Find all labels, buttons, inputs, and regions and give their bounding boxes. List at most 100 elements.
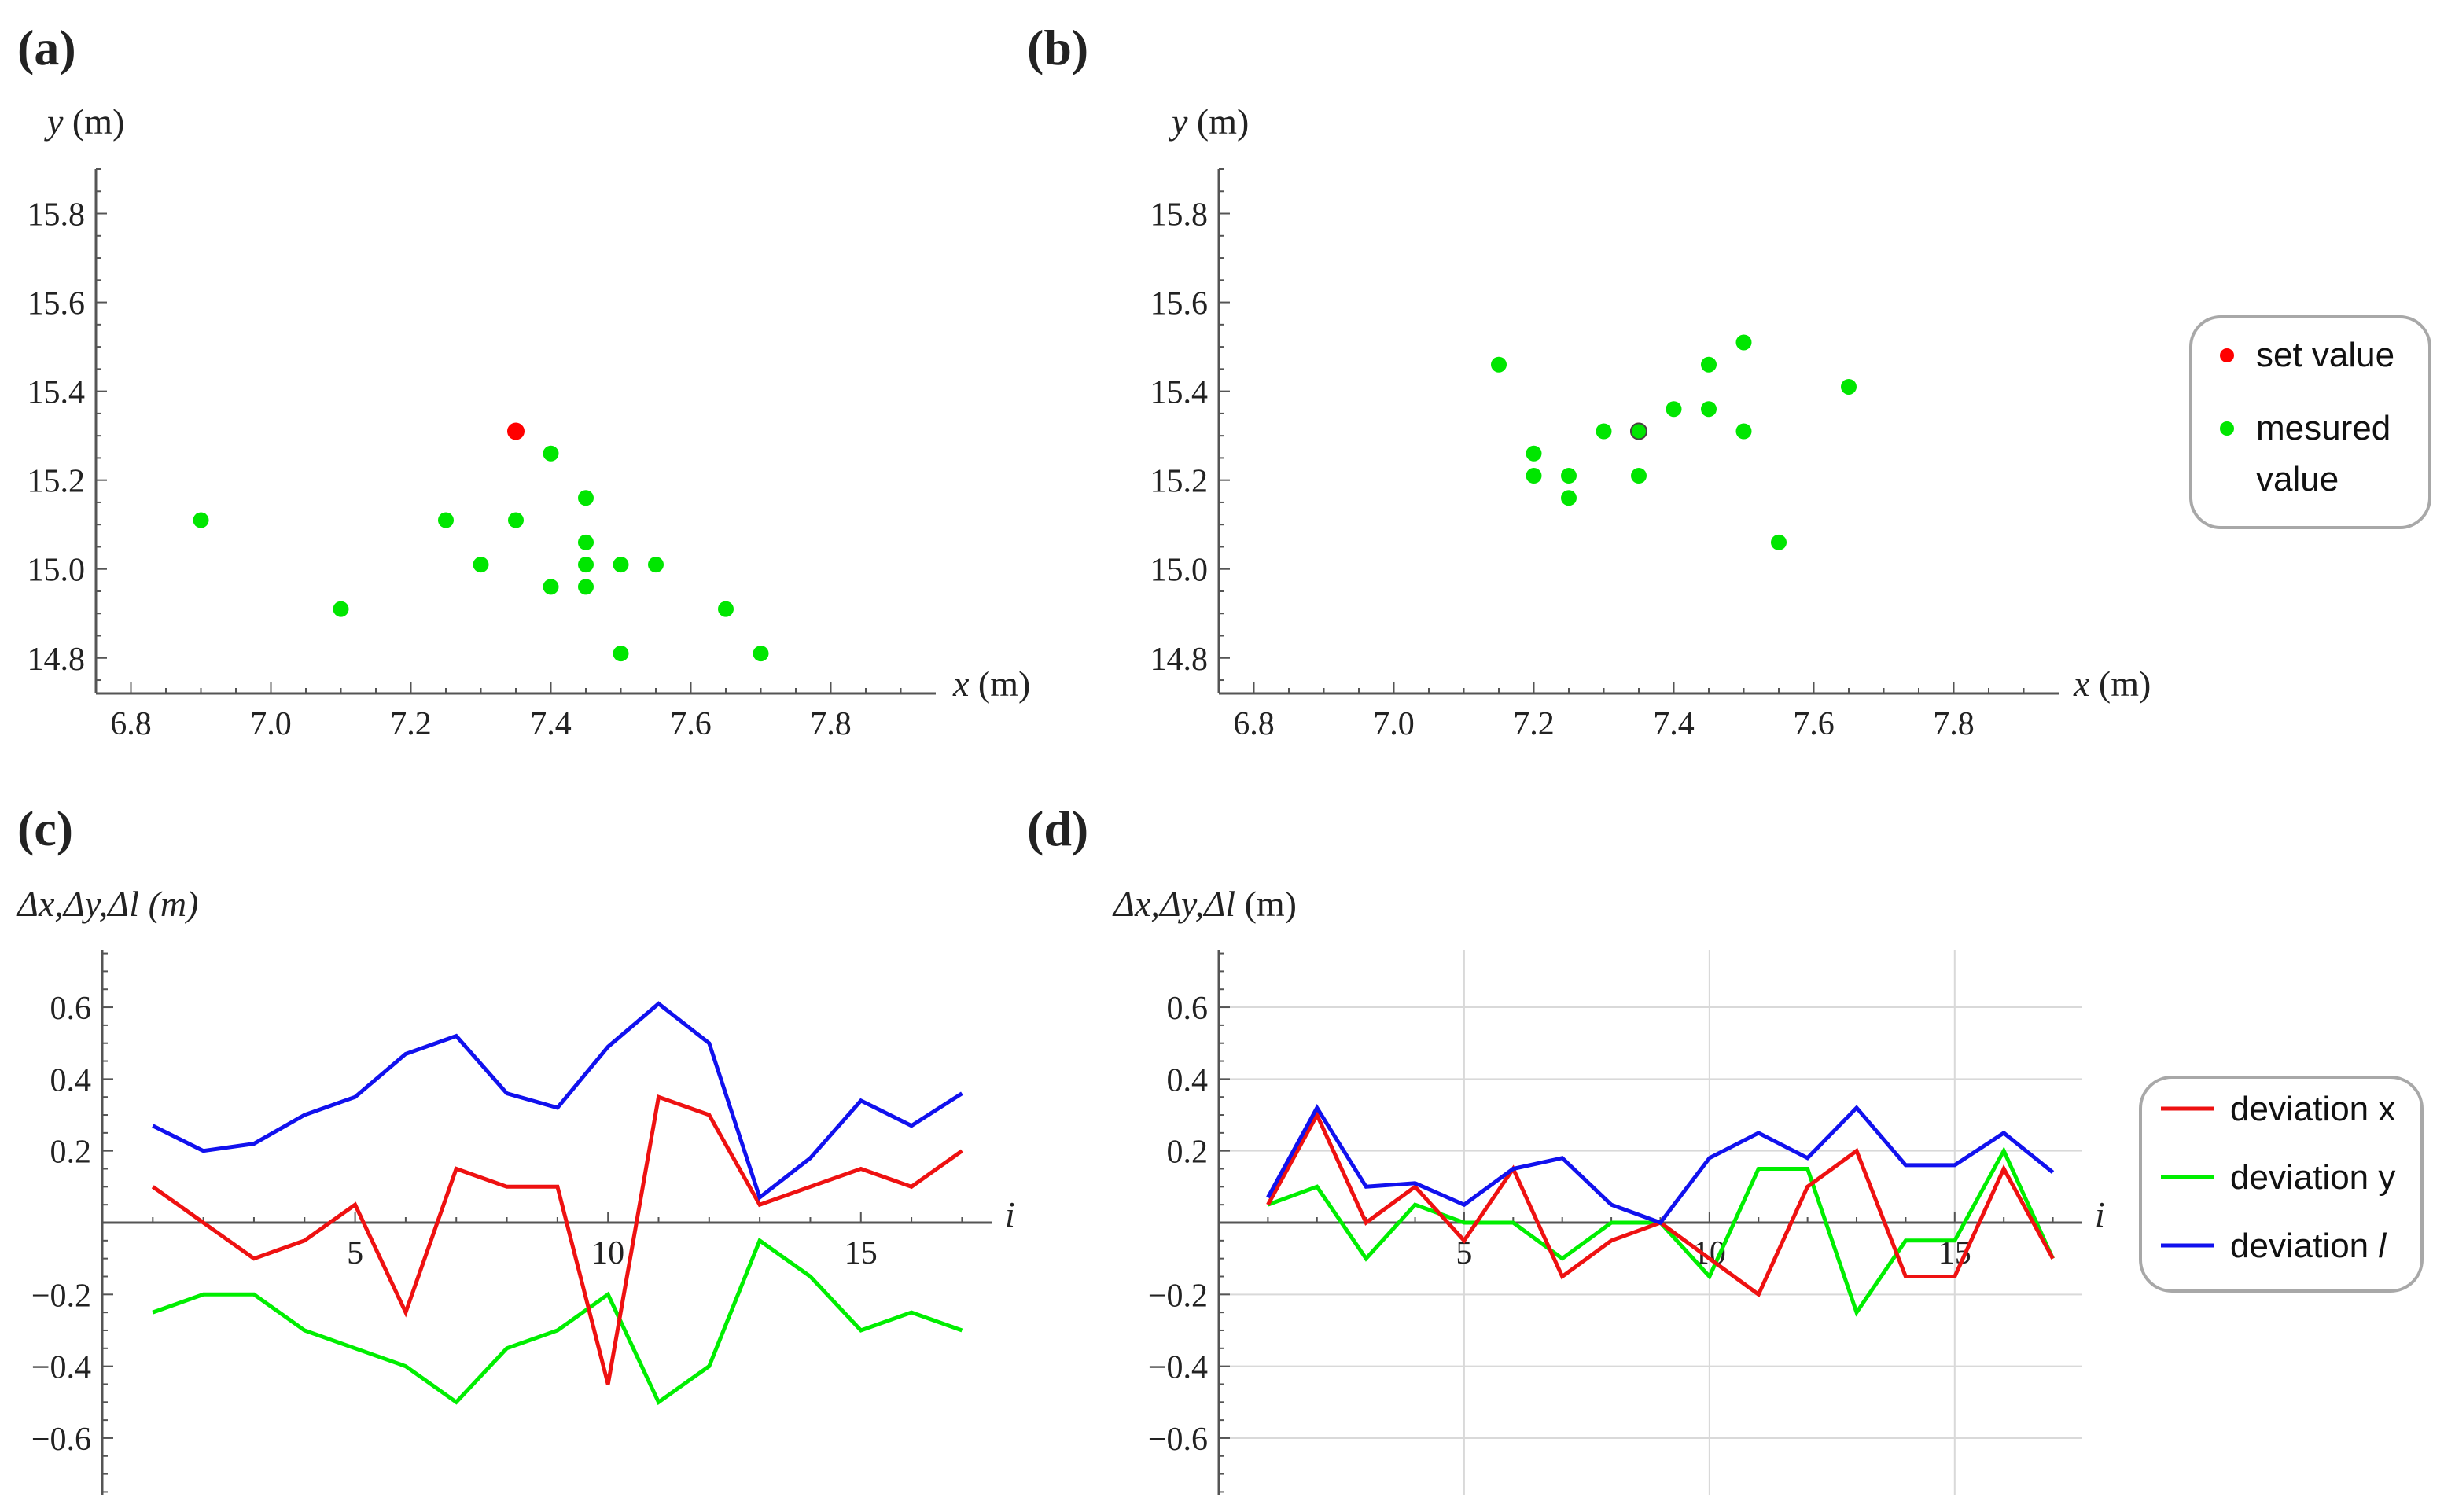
y-axis-variable: Δx,Δy,Δl — [1112, 884, 1235, 924]
chart-c-deviation: 5 10 15 −0.6 −0.4 −0.2 0.2 0.4 0.6 i Δx,Δy,Δl (m) — [16, 884, 1015, 1495]
x-axis-unit: (m) — [2089, 664, 2151, 704]
y-axis-variable: y — [44, 101, 64, 142]
x-axis-title: i — [2095, 1194, 2105, 1234]
legend-bottom-box — [2139, 1076, 2424, 1293]
x-tick-label: 7.6 — [670, 706, 712, 742]
y-axis-title: y (m) — [1169, 101, 1249, 142]
legend-deviation-x-label: deviation x — [2230, 1090, 2395, 1128]
x-tick-label: 6.8 — [110, 706, 152, 742]
x-tick-label: 10 — [591, 1235, 624, 1271]
y-axis-title: y (m) — [44, 101, 124, 142]
y-tick-label: 15.8 — [1150, 197, 1209, 234]
measured-point — [438, 512, 454, 528]
measured-point — [1841, 378, 1857, 395]
measured-point — [543, 445, 559, 462]
series-dev-y-line — [152, 1237, 963, 1406]
y-axis-unit: (m) — [1187, 101, 1249, 142]
y-tick-label: 15.2 — [28, 464, 86, 500]
legend-bottom: deviation x deviation y deviation l — [2139, 1076, 2424, 1293]
panel-label-b: (b) — [1027, 20, 1088, 75]
measured-point — [648, 557, 664, 573]
measured-point — [1491, 356, 1507, 373]
panel-label-d: (d) — [1027, 800, 1088, 856]
y-axis-variable: y — [1169, 101, 1188, 142]
measured-point — [1561, 490, 1577, 506]
y-tick-label: 15.0 — [1150, 553, 1209, 589]
legend-set-value-marker — [2220, 348, 2234, 362]
measured-point — [1701, 401, 1717, 418]
measured-point — [1631, 468, 1647, 484]
x-axis-title: i — [1005, 1194, 1015, 1234]
y-tick-label: 0.6 — [50, 991, 92, 1027]
measured-point — [613, 557, 629, 573]
legend-deviation-y-label: deviation y — [2230, 1158, 2395, 1197]
measured-point — [753, 646, 769, 662]
legend-set-value-label: set value — [2256, 336, 2394, 374]
measured-point — [718, 601, 734, 617]
measured-point — [333, 601, 349, 617]
y-tick-label: −0.2 — [1148, 1278, 1208, 1314]
x-tick-label: 5 — [1456, 1235, 1472, 1271]
measured-point — [578, 490, 594, 506]
y-tick-label: 15.8 — [28, 197, 86, 234]
series-dev-l-line — [1266, 1103, 2055, 1225]
measured-point — [1596, 423, 1612, 440]
panel-label-a: (a) — [17, 20, 76, 75]
y-tick-label: 0.4 — [50, 1062, 92, 1098]
y-tick-label: −0.4 — [1148, 1350, 1208, 1386]
measured-point — [1526, 468, 1542, 484]
measured-point — [578, 579, 594, 595]
y-tick-label: 15.6 — [28, 286, 86, 322]
set-value-point — [507, 422, 525, 440]
legend-top: set value mesured value — [2189, 315, 2431, 529]
y-tick-label: 15.4 — [1150, 375, 1209, 411]
x-axis-unit: (m) — [969, 664, 1030, 704]
y-tick-label: −0.4 — [31, 1350, 91, 1386]
chart-a-scatter: 6.8 7.0 7.2 7.4 7.6 7.8 14.8 15.0 15.2 15.4 15.6 15… — [28, 101, 1031, 742]
measured-point — [1735, 423, 1752, 440]
y-axis-unit: (m) — [1235, 884, 1297, 924]
x-tick-label: 6.8 — [1233, 706, 1275, 742]
series-dev-l-line — [152, 1001, 963, 1201]
y-tick-label: 14.8 — [28, 642, 86, 678]
measured-point — [578, 557, 594, 573]
y-tick-label: 0.2 — [1167, 1135, 1209, 1171]
measured-point — [1735, 334, 1752, 351]
measured-point — [1630, 422, 1647, 440]
measured-point — [1666, 401, 1682, 418]
y-axis-title: Δx,Δy,Δl (m) — [16, 884, 198, 924]
x-axis-variable: i — [2095, 1194, 2105, 1234]
legend-deviation-l-label: deviation l — [2230, 1227, 2387, 1265]
y-tick-label: 0.6 — [1167, 991, 1209, 1027]
x-tick-label: 15 — [845, 1235, 878, 1271]
x-tick-label: 7.4 — [1653, 706, 1695, 742]
x-tick-label: 7.6 — [1793, 706, 1835, 742]
legend-measured-marker — [2220, 421, 2234, 436]
x-axis-title: x (m) — [2073, 664, 2151, 704]
series-dev-x-line — [151, 1094, 963, 1385]
x-tick-label: 5 — [347, 1235, 363, 1271]
measured-point — [473, 557, 489, 573]
x-tick-label: 7.0 — [250, 706, 292, 742]
series-dev-x-line — [1266, 1110, 2055, 1298]
y-axis-unit: (m) — [139, 884, 198, 924]
x-tick-label: 7.4 — [530, 706, 572, 742]
y-tick-label: −0.2 — [31, 1278, 91, 1314]
x-axis-variable: x — [2073, 664, 2090, 704]
measured-point — [1561, 468, 1577, 484]
y-axis-unit: (m) — [63, 101, 124, 142]
y-tick-label: 15.0 — [28, 553, 86, 589]
legend-measured-label: mesured — [2256, 409, 2391, 447]
y-tick-label: 15.6 — [1150, 286, 1209, 322]
x-axis-variable: i — [1005, 1194, 1015, 1234]
measured-point — [193, 512, 209, 528]
x-axis-title: x (m) — [952, 664, 1030, 704]
legend-measured-label-line2: value — [2256, 460, 2339, 498]
x-tick-label: 7.0 — [1373, 706, 1415, 742]
x-tick-label: 7.2 — [1513, 706, 1555, 742]
series-dev-y-line — [1267, 1146, 2055, 1317]
y-tick-label: 14.8 — [1150, 642, 1209, 678]
y-tick-label: 15.4 — [28, 375, 86, 411]
